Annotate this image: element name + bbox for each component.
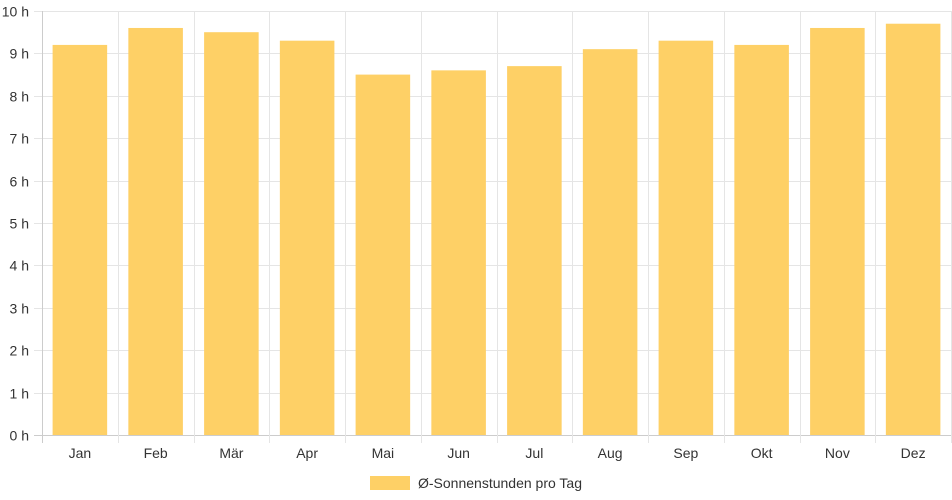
legend-swatch bbox=[370, 476, 410, 490]
bar-mär[interactable] bbox=[204, 32, 259, 435]
grid-lines bbox=[34, 11, 952, 443]
bar-sep[interactable] bbox=[658, 40, 714, 436]
bar-jun[interactable] bbox=[431, 70, 486, 436]
x-tick-label: Feb bbox=[144, 445, 168, 461]
x-tick-label: Dez bbox=[901, 445, 926, 461]
x-tick-label: Mai bbox=[372, 445, 395, 461]
bar-feb[interactable] bbox=[128, 27, 183, 436]
y-tick-label: 1 h bbox=[10, 386, 29, 402]
bar-dez[interactable] bbox=[885, 23, 941, 435]
x-tick-label: Jan bbox=[69, 445, 92, 461]
bar-mai[interactable] bbox=[355, 74, 411, 435]
x-tick-label: Jun bbox=[447, 445, 470, 461]
y-tick-label: 5 h bbox=[10, 216, 29, 232]
x-tick-label: Sep bbox=[673, 445, 698, 461]
x-tick-label: Nov bbox=[825, 445, 850, 461]
bar-jan[interactable] bbox=[52, 44, 108, 436]
legend-label: Ø-Sonnenstunden pro Tag bbox=[418, 475, 582, 491]
legend[interactable]: Ø-Sonnenstunden pro Tag bbox=[0, 472, 952, 494]
bar-okt[interactable] bbox=[734, 44, 789, 436]
y-tick-label: 3 h bbox=[10, 301, 29, 317]
y-tick-label: 10 h bbox=[2, 4, 29, 20]
bar-nov[interactable] bbox=[810, 27, 865, 436]
y-tick-label: 8 h bbox=[10, 89, 29, 105]
axes: 0 h 1 h 2 h 3 h 4 h 5 h 6 h 7 h 8 h 9 h 10 h Jan Feb… bbox=[2, 4, 926, 462]
bar-chart: 0 h 1 h 2 h 3 h 4 h 5 h 6 h 7 h 8 h 9 h 10 h Jan Feb… bbox=[2, 4, 952, 462]
x-tick-label: Okt bbox=[751, 445, 773, 461]
bar-aug[interactable] bbox=[582, 49, 638, 435]
x-tick-label: Apr bbox=[296, 445, 318, 461]
y-tick-label: 0 h bbox=[10, 428, 29, 444]
y-tick-label: 9 h bbox=[10, 46, 29, 62]
x-tick-label: Mär bbox=[219, 445, 243, 461]
x-tick-label: Jul bbox=[525, 445, 543, 461]
y-tick-label: 2 h bbox=[10, 343, 29, 359]
x-tick-label: Aug bbox=[598, 445, 623, 461]
y-tick-label: 7 h bbox=[10, 131, 29, 147]
bar-apr[interactable] bbox=[279, 40, 335, 436]
bars bbox=[52, 23, 941, 436]
bar-jul[interactable] bbox=[507, 66, 562, 436]
y-tick-label: 6 h bbox=[10, 174, 29, 190]
y-tick-label: 4 h bbox=[10, 258, 29, 274]
